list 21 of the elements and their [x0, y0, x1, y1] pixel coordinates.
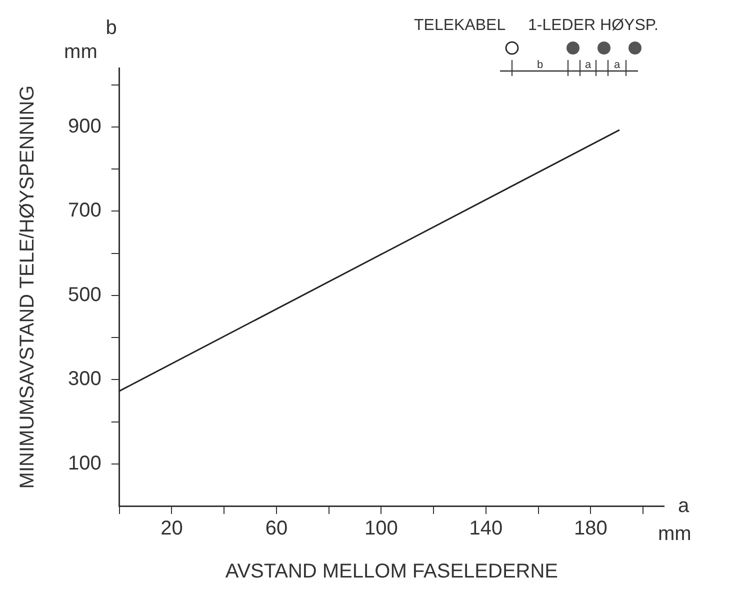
text: a	[678, 495, 690, 517]
x-tick-label: 180	[574, 518, 608, 540]
x-tick-label: 140	[469, 518, 503, 540]
annotation: a	[584, 59, 592, 71]
x-tick-label: 100	[364, 518, 398, 540]
y-axis-title: MINIMUMSAVSTAND TELE/HØYSPENNING	[16, 85, 39, 489]
y-tick-label: 700	[68, 200, 102, 222]
y-tick-label: 300	[68, 368, 102, 390]
y-tick-label: 900	[68, 115, 102, 138]
annotation: b	[536, 59, 544, 71]
x-tick-label: 20	[160, 518, 183, 540]
x-axis-title: AVSTAND MELLOM FASELEDERNE	[225, 560, 558, 583]
text: TELEKABEL	[414, 17, 506, 34]
text: b	[106, 17, 117, 39]
x-tick-label: 60	[265, 518, 288, 540]
text: 1-LEDER HØYSP.	[528, 17, 658, 34]
text: mm	[658, 523, 692, 545]
y-tick-label: 500	[68, 284, 102, 306]
y-tick-label: 100	[68, 452, 102, 474]
annotation: a	[614, 59, 621, 71]
text: mm	[64, 41, 98, 63]
